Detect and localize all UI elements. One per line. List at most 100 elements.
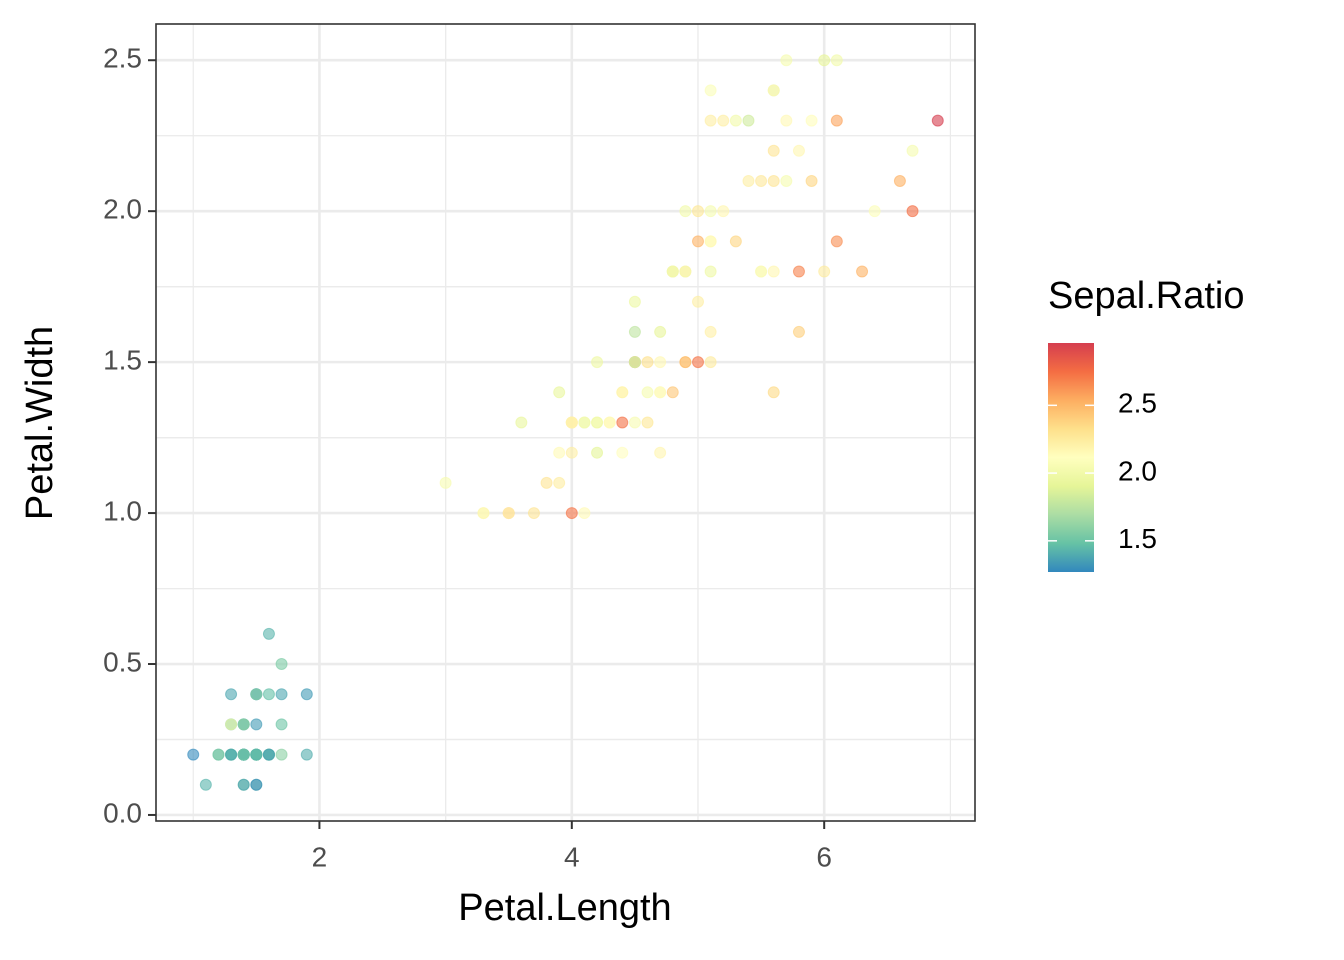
legend: 1.5 2.0 2.5 <box>1048 388 1157 554</box>
point <box>250 778 263 791</box>
point <box>212 748 225 761</box>
point <box>906 144 919 157</box>
point <box>578 507 591 520</box>
grid <box>156 24 975 821</box>
point <box>780 174 793 187</box>
y-tick-label: 0.5 <box>103 646 142 677</box>
point <box>805 174 818 187</box>
point <box>565 416 578 429</box>
y-tick-label: 1.0 <box>103 495 142 526</box>
point <box>742 174 755 187</box>
point <box>704 114 717 127</box>
point <box>237 778 250 791</box>
point <box>717 205 730 218</box>
point <box>565 446 578 459</box>
point <box>641 356 654 369</box>
point <box>502 507 515 520</box>
point <box>692 235 705 248</box>
point <box>262 627 275 640</box>
point <box>818 265 831 278</box>
point <box>767 265 780 278</box>
point <box>717 114 730 127</box>
point <box>300 688 313 701</box>
point <box>262 688 275 701</box>
point <box>792 144 805 157</box>
legend-label: 2.5 <box>1118 388 1157 419</box>
point <box>262 748 275 761</box>
point <box>616 416 629 429</box>
point <box>780 114 793 127</box>
point <box>692 295 705 308</box>
x-axis-title: Petal.Length <box>458 887 671 929</box>
point <box>553 386 566 399</box>
axes: 2 4 6 0.0 0.5 1.0 1.5 2.0 2.5 <box>103 43 832 873</box>
point <box>729 114 742 127</box>
y-tick-label: 2.0 <box>103 194 142 225</box>
point <box>439 476 452 489</box>
point <box>628 416 641 429</box>
point <box>225 718 238 731</box>
point <box>591 446 604 459</box>
point <box>654 356 667 369</box>
point <box>225 748 238 761</box>
point <box>792 325 805 338</box>
point <box>704 205 717 218</box>
point <box>515 416 528 429</box>
point <box>767 144 780 157</box>
point <box>603 416 616 429</box>
points <box>187 54 944 791</box>
point <box>225 688 238 701</box>
y-axis-title: Petal.Width <box>19 326 61 520</box>
point <box>616 446 629 459</box>
point <box>616 386 629 399</box>
point <box>704 235 717 248</box>
point <box>250 718 263 731</box>
point <box>237 748 250 761</box>
point <box>628 356 641 369</box>
point <box>830 54 843 67</box>
point <box>704 325 717 338</box>
point <box>654 386 667 399</box>
point <box>742 114 755 127</box>
point <box>679 205 692 218</box>
point <box>275 658 288 671</box>
point <box>654 325 667 338</box>
point <box>591 416 604 429</box>
point <box>275 718 288 731</box>
point <box>792 265 805 278</box>
legend-label: 1.5 <box>1118 523 1157 554</box>
point <box>780 54 793 67</box>
panel-border <box>155 23 976 822</box>
point <box>729 235 742 248</box>
x-tick-label: 6 <box>816 841 832 872</box>
point <box>830 235 843 248</box>
point <box>641 386 654 399</box>
point <box>679 265 692 278</box>
colorbar <box>1048 343 1094 572</box>
point <box>250 748 263 761</box>
point <box>199 778 212 791</box>
point <box>477 507 490 520</box>
point <box>868 205 881 218</box>
point <box>818 54 831 67</box>
point <box>704 356 717 369</box>
x-tick-label: 2 <box>312 841 328 872</box>
y-tick-label: 2.5 <box>103 43 142 74</box>
y-tick-label: 1.5 <box>103 345 142 376</box>
point <box>755 174 768 187</box>
point <box>628 325 641 338</box>
point <box>654 446 667 459</box>
point <box>856 265 869 278</box>
point <box>755 265 768 278</box>
point <box>906 205 919 218</box>
point <box>931 114 944 127</box>
point <box>275 748 288 761</box>
point <box>641 416 654 429</box>
point <box>767 174 780 187</box>
point <box>591 356 604 369</box>
point <box>704 84 717 97</box>
point <box>540 476 553 489</box>
point <box>692 356 705 369</box>
